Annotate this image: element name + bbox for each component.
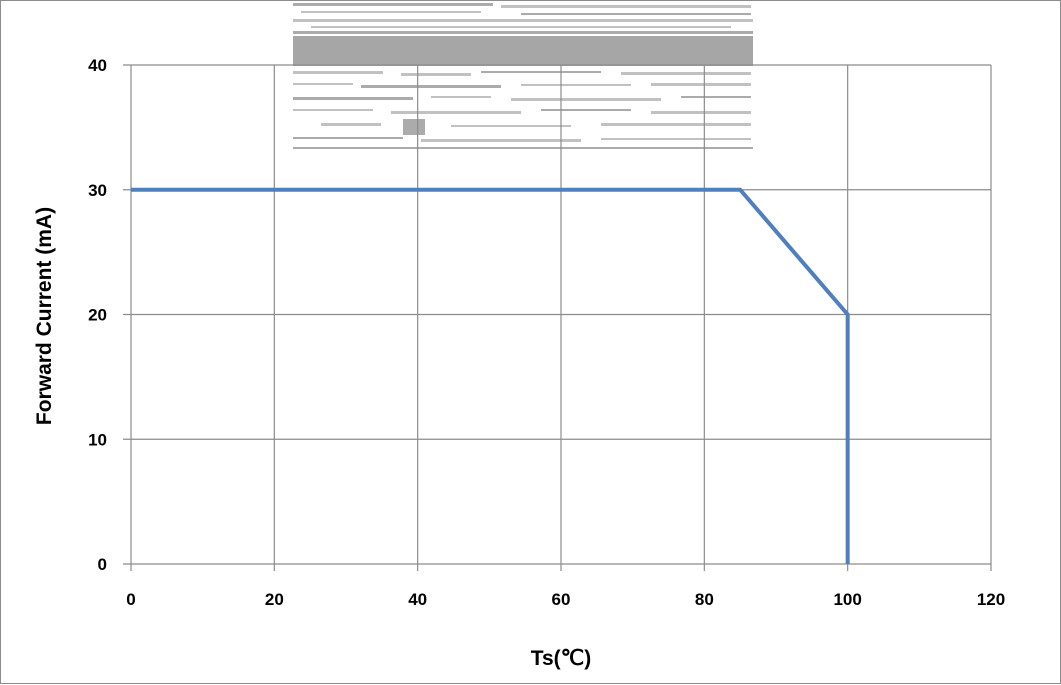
watermark-stripe (293, 147, 753, 149)
x-tick-label: 0 (126, 590, 135, 609)
series-layer (131, 187, 850, 564)
watermark-stripe (621, 72, 751, 75)
watermark-stripe (361, 85, 501, 88)
watermark-stripe (601, 123, 751, 126)
y-tick-label: 10 (88, 430, 107, 449)
y-tick-label: 0 (98, 555, 107, 574)
y-tick-label: 40 (88, 56, 107, 75)
watermark-stripe (451, 125, 571, 127)
watermark-stripe (681, 96, 751, 98)
watermark-stripe (431, 96, 491, 98)
watermark-stripe (293, 3, 493, 6)
watermark-stripe (403, 119, 425, 135)
y-tick-label: 30 (88, 181, 107, 200)
watermark-stripe (293, 71, 383, 74)
watermark-stripe (293, 31, 753, 34)
x-tick-label: 100 (833, 590, 861, 609)
watermark-stripe (501, 5, 751, 8)
x-axis-title: Ts(℃) (531, 647, 592, 670)
watermark-stripe (401, 73, 471, 76)
x-tick-label: 120 (977, 590, 1005, 609)
x-tick-label: 20 (265, 590, 284, 609)
watermark-stripe (601, 138, 751, 140)
tick-labels: 0 20 40 60 80 100 120 0 10 20 30 40 (88, 56, 1005, 609)
watermark-band (293, 36, 753, 66)
watermark-image (293, 3, 753, 149)
watermark-stripe (293, 83, 353, 85)
x-tick-label: 40 (408, 590, 427, 609)
watermark-stripe (293, 19, 753, 22)
watermark-stripe (293, 97, 413, 100)
watermark-stripe (321, 123, 381, 126)
watermark-stripe (541, 109, 631, 111)
watermark-stripe (521, 13, 751, 15)
y-tick-label: 20 (88, 306, 107, 325)
watermark-stripe (293, 109, 373, 111)
watermark-stripe (651, 111, 751, 114)
watermark-stripe (521, 84, 631, 86)
watermark-stripe (421, 139, 581, 142)
series-line (131, 187, 850, 564)
y-axis-title: Forward Current (mA) (33, 207, 56, 425)
watermark-stripe (481, 71, 601, 73)
watermark-stripe (391, 111, 521, 114)
watermark-stripe (301, 11, 481, 13)
watermark-stripe (293, 137, 403, 139)
x-tick-label: 80 (695, 590, 714, 609)
watermark-stripe (511, 98, 661, 101)
watermark-stripe (651, 83, 751, 86)
x-tick-label: 60 (552, 590, 571, 609)
watermark-stripe (311, 26, 731, 28)
